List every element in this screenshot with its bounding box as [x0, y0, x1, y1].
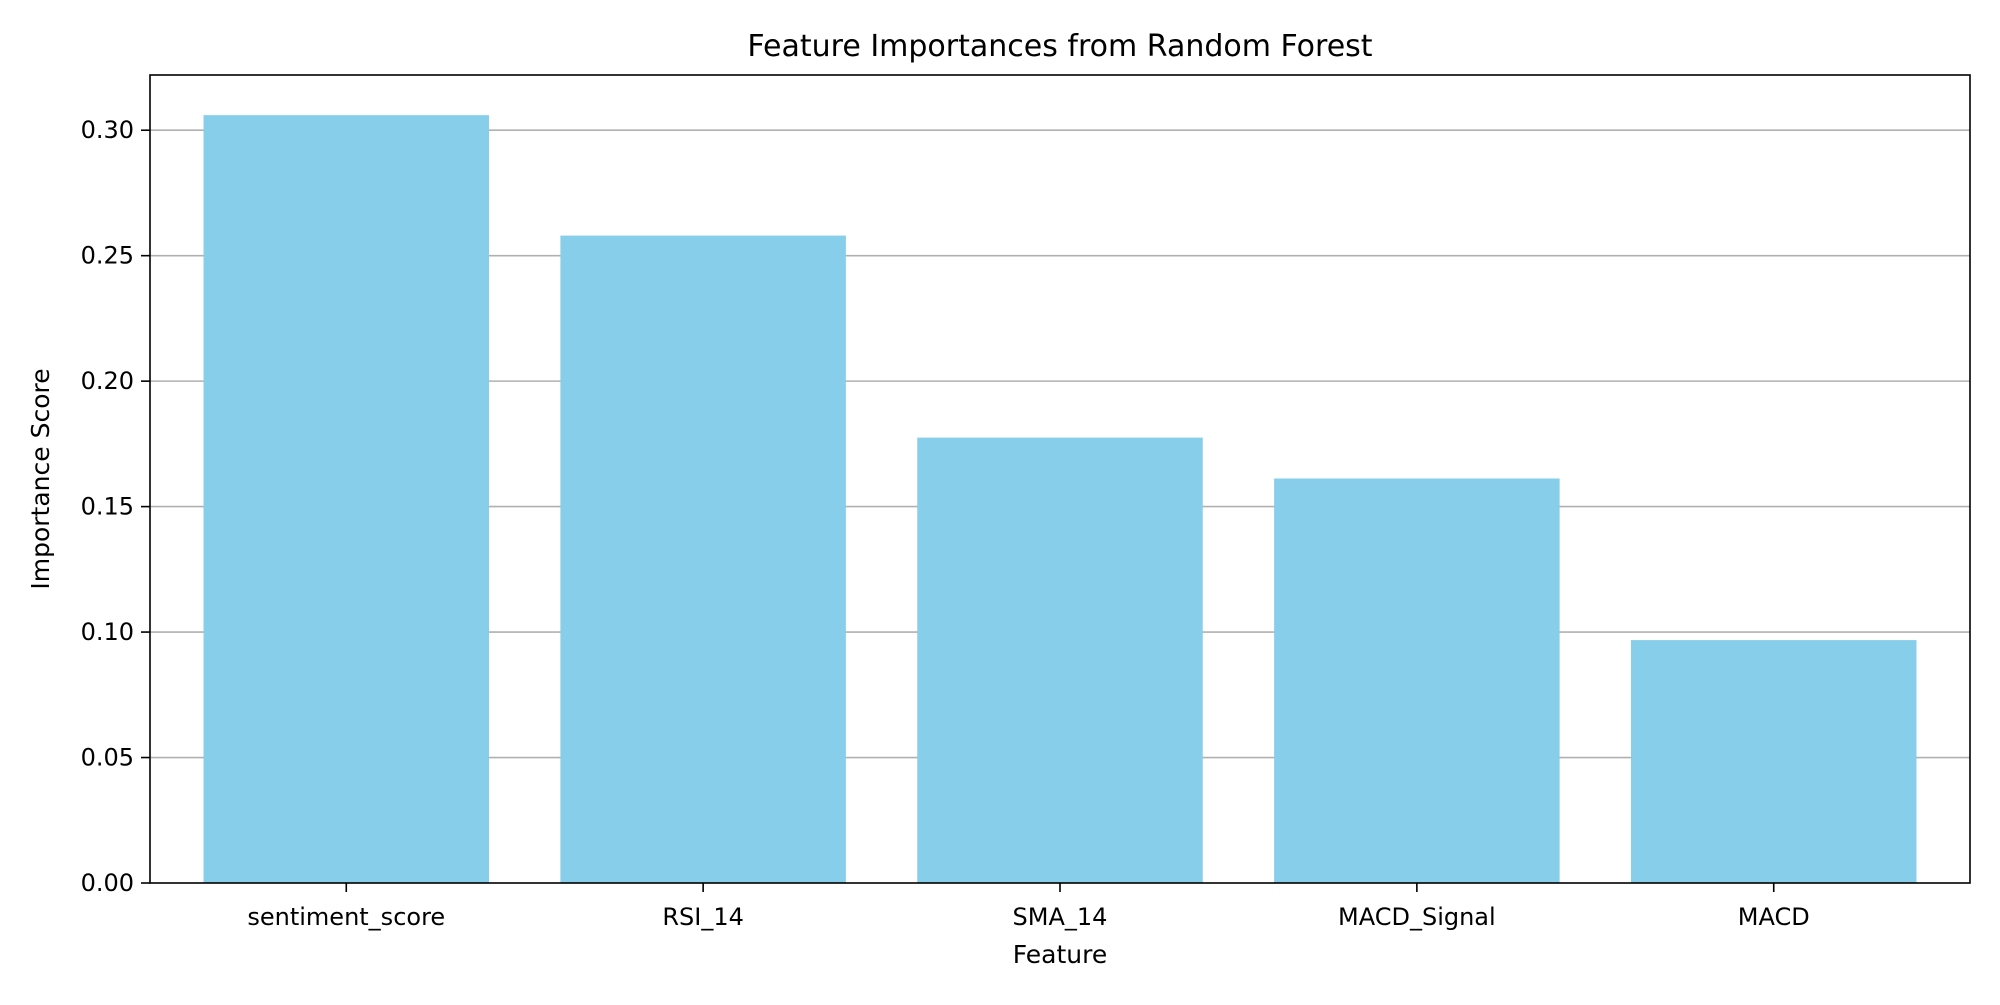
x-tick-label: RSI_14 [662, 903, 744, 931]
bar-SMA_14 [917, 437, 1203, 883]
x-tick-label: sentiment_score [247, 903, 445, 931]
y-tick-label: 0.30 [81, 116, 134, 144]
y-tick-label: 0.10 [81, 618, 134, 646]
y-tick-label: 0.00 [81, 869, 134, 897]
x-axis-ticks: sentiment_score RSI_14 SMA_14 MACD_Signal MA… [247, 883, 1810, 931]
x-tick-label: MACD_Signal [1338, 903, 1496, 931]
y-tick-label: 0.25 [81, 242, 134, 270]
y-tick-label: 0.05 [81, 744, 134, 772]
chart-title: Feature Importances from Random Forest [747, 29, 1372, 64]
bars [203, 115, 1917, 884]
x-tick-label: MACD [1738, 903, 1810, 931]
y-tick-label: 0.20 [81, 367, 134, 395]
bar-RSI_14 [560, 235, 846, 884]
bar-sentiment_score [203, 115, 490, 884]
x-tick-label: SMA_14 [1013, 903, 1108, 931]
bar-MACD [1630, 640, 1917, 883]
y-tick-label: 0.15 [81, 493, 134, 521]
x-axis-label: Feature [1013, 940, 1107, 969]
y-axis-ticks: 0.00 0.05 0.10 0.15 0.20 0.25 0.30 [81, 116, 150, 897]
bar-MACD_Signal [1274, 478, 1560, 883]
y-axis-label: Importance Score [26, 368, 55, 589]
